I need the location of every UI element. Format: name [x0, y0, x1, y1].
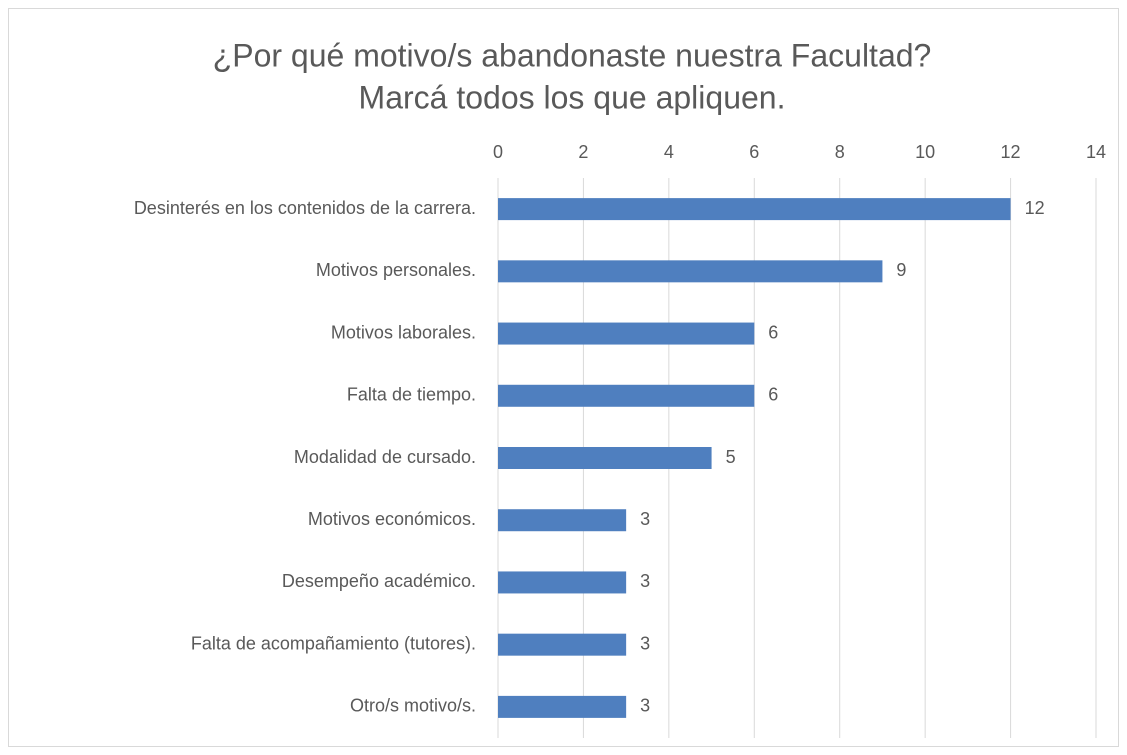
bar — [498, 509, 627, 532]
data-label: 6 — [768, 322, 778, 342]
x-tick-label: 8 — [835, 142, 845, 162]
data-label: 12 — [1025, 198, 1045, 218]
data-label: 3 — [640, 509, 650, 529]
x-tick-label: 0 — [493, 142, 503, 162]
chart-frame — [8, 8, 1119, 747]
bar — [498, 384, 755, 407]
x-tick-label: 14 — [1086, 142, 1106, 162]
y-tick-label: Desinterés en los contenidos de la carre… — [134, 198, 476, 218]
bar — [498, 322, 755, 345]
x-tick-label: 2 — [578, 142, 588, 162]
chart-title: ¿Por qué motivo/s abandonaste nuestra Fa… — [213, 37, 932, 73]
data-label: 3 — [640, 571, 650, 591]
y-tick-label: Motivos económicos. — [308, 509, 476, 529]
y-tick-label: Falta de acompañamiento (tutores). — [191, 633, 476, 653]
y-tick-label: Modalidad de cursado. — [294, 447, 476, 467]
data-label: 5 — [726, 447, 736, 467]
bar — [498, 695, 627, 718]
data-label: 3 — [640, 633, 650, 653]
bar — [498, 571, 627, 594]
bar — [498, 198, 1011, 221]
data-label: 6 — [768, 385, 778, 405]
bar — [498, 447, 712, 469]
data-label: 3 — [640, 696, 650, 716]
x-tick-label: 10 — [915, 142, 935, 162]
x-tick-label: 6 — [749, 142, 759, 162]
y-tick-label: Falta de tiempo. — [347, 385, 476, 405]
bar — [498, 260, 883, 283]
y-tick-label: Motivos laborales. — [331, 322, 476, 342]
data-label: 9 — [896, 260, 906, 280]
y-tick-label: Motivos personales. — [316, 260, 476, 280]
x-tick-label: 4 — [664, 142, 674, 162]
chart-title: Marcá todos los que apliquen. — [359, 79, 786, 115]
y-tick-label: Otro/s motivo/s. — [350, 696, 476, 716]
bar — [498, 633, 627, 656]
x-tick-label: 12 — [1001, 142, 1021, 162]
y-tick-label: Desempeño académico. — [282, 571, 476, 591]
